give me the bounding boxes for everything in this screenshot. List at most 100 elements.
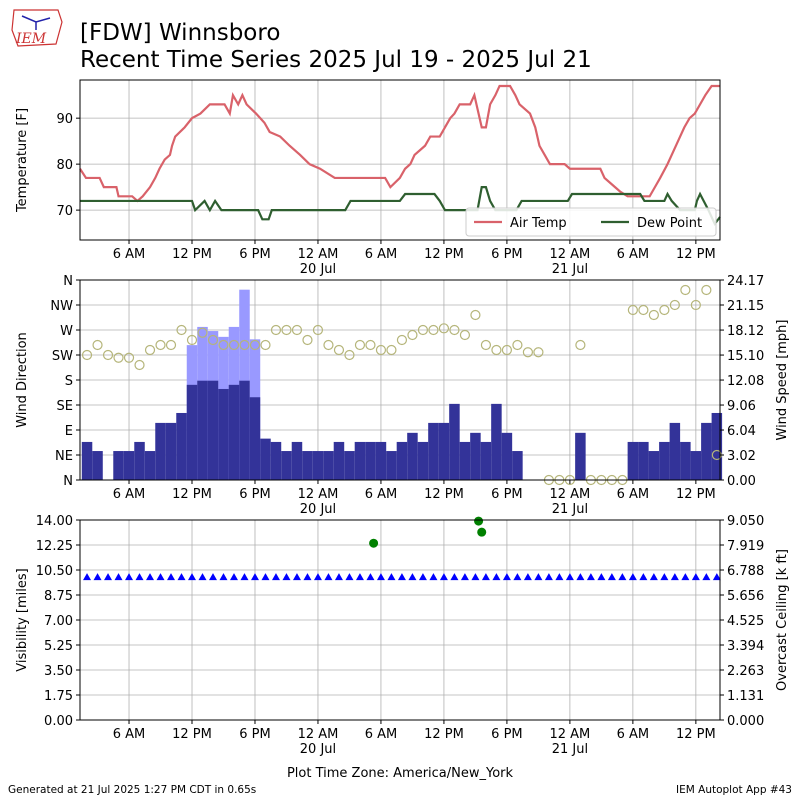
x-tick-label: 12 PM xyxy=(172,487,212,502)
point xyxy=(501,344,513,356)
y2-tick-label: 3.394 xyxy=(727,639,764,654)
bar xyxy=(270,441,282,480)
point xyxy=(197,327,208,338)
y2-tick-label: 24.17 xyxy=(727,274,764,289)
bar xyxy=(365,441,376,480)
frame xyxy=(79,79,721,241)
point xyxy=(670,573,679,581)
point xyxy=(627,304,638,316)
point xyxy=(544,573,553,581)
y-tick-label: 8.75 xyxy=(44,589,73,604)
bar xyxy=(575,432,586,480)
x-tick-label: 12 PM xyxy=(676,727,716,742)
point xyxy=(355,573,364,581)
point xyxy=(450,573,459,581)
bar xyxy=(480,441,492,480)
point xyxy=(418,573,427,581)
y-tick-label: SW xyxy=(52,349,73,364)
point xyxy=(207,334,219,346)
bar xyxy=(144,451,156,480)
point xyxy=(167,573,176,581)
point xyxy=(586,573,595,581)
point xyxy=(513,573,522,581)
axes: 6 AM 12 PM 6 PM 12 AM 20 Jul 6 AM 12 PM 6 PM 12 … xyxy=(15,274,790,517)
y2-tick-label: 1.131 xyxy=(727,689,764,704)
logo: IEM xyxy=(11,9,63,47)
y2-axis-label: Overcast Ceiling [k ft] xyxy=(775,549,790,691)
bar xyxy=(344,451,355,480)
x-axis-label: Plot Time Zone: America/New_York xyxy=(287,766,514,781)
point xyxy=(240,573,249,581)
point xyxy=(125,573,134,581)
y-tick-label: 1.75 xyxy=(44,689,73,704)
y-tick-label: 10.50 xyxy=(36,564,73,579)
point xyxy=(480,339,492,351)
point xyxy=(313,573,322,581)
bar xyxy=(438,422,450,480)
point xyxy=(408,573,417,581)
point xyxy=(376,573,385,581)
point xyxy=(198,573,207,581)
point xyxy=(459,329,471,341)
y2-tick-label: 0.000 xyxy=(727,714,764,729)
point xyxy=(659,304,670,316)
point xyxy=(712,573,721,581)
bar xyxy=(417,441,429,480)
point xyxy=(417,324,429,336)
bar xyxy=(449,403,460,480)
point xyxy=(156,573,165,581)
bar xyxy=(312,451,324,480)
point xyxy=(471,573,480,581)
point xyxy=(229,573,238,581)
point xyxy=(669,299,680,311)
bar xyxy=(690,451,702,480)
point xyxy=(219,573,228,581)
y-tick-label: N xyxy=(63,474,73,489)
bar xyxy=(281,451,292,480)
bar xyxy=(711,412,723,480)
x-tick-label: 12 PM xyxy=(172,727,212,742)
bar xyxy=(627,441,639,480)
x-tick-label: 6 AM xyxy=(617,487,650,502)
x-tick-label: 6 AM xyxy=(113,727,146,742)
footer-right: IEM Autoplot App #43 xyxy=(676,784,792,796)
bar xyxy=(165,422,177,480)
bar xyxy=(407,432,418,480)
title: [FDW] Winnsboro xyxy=(80,20,280,46)
point xyxy=(533,347,544,358)
bar xyxy=(333,441,345,480)
point xyxy=(369,538,379,548)
point xyxy=(638,304,649,316)
point xyxy=(345,573,354,581)
point xyxy=(439,573,448,581)
bar xyxy=(669,422,681,480)
x-tick-label: 12 AM 20 Jul xyxy=(298,727,339,757)
marks xyxy=(79,84,721,227)
y2-tick-label: 3.02 xyxy=(727,449,756,464)
point xyxy=(691,573,700,581)
point xyxy=(165,339,177,351)
point xyxy=(249,339,261,351)
bar xyxy=(134,441,145,480)
x-tick-label: 6 AM xyxy=(365,247,398,262)
y2-tick-label: 15.10 xyxy=(727,349,764,364)
axes: 6 AM 12 PM 6 PM 12 AM 20 Jul 6 AM 12 PM 6 PM 12 … xyxy=(15,514,790,781)
y-tick-label: E xyxy=(65,424,73,439)
x-tick-label: 12 AM 21 Jul xyxy=(549,727,590,757)
x-tick-label: 6 PM xyxy=(491,247,522,262)
footer-left: Generated at 21 Jul 2025 1:27 PM CDT in … xyxy=(8,784,256,796)
y2-tick-label: 2.263 xyxy=(727,664,764,679)
point xyxy=(366,573,375,581)
point xyxy=(491,344,502,356)
y-tick-label: 90 xyxy=(56,112,73,127)
x-tick-label: 12 AM 21 Jul xyxy=(549,487,590,517)
point xyxy=(565,573,574,581)
bar xyxy=(491,403,502,480)
y2-tick-label: 7.919 xyxy=(727,539,764,554)
point xyxy=(102,349,114,361)
bar xyxy=(155,422,166,480)
point xyxy=(628,573,637,581)
y-tick-label: 0.00 xyxy=(44,714,73,729)
point xyxy=(333,344,345,356)
